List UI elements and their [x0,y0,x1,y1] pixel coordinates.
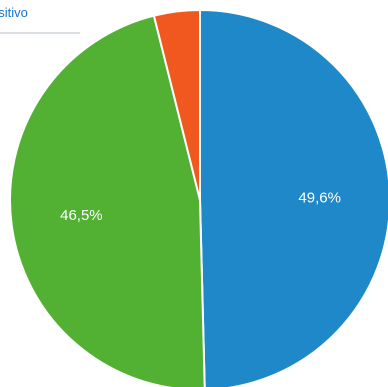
tab-dispositivo[interactable]: ositivo [0,0,80,34]
pie-slice-label-1: 46,5% [60,207,103,224]
tab-label: ositivo [0,5,28,20]
pie-slice-0[interactable] [199,9,388,387]
pie-slice-1[interactable] [9,14,206,387]
pie-slice-label-0: 49,6% [298,189,341,206]
pie-slice-2[interactable] [152,9,201,201]
